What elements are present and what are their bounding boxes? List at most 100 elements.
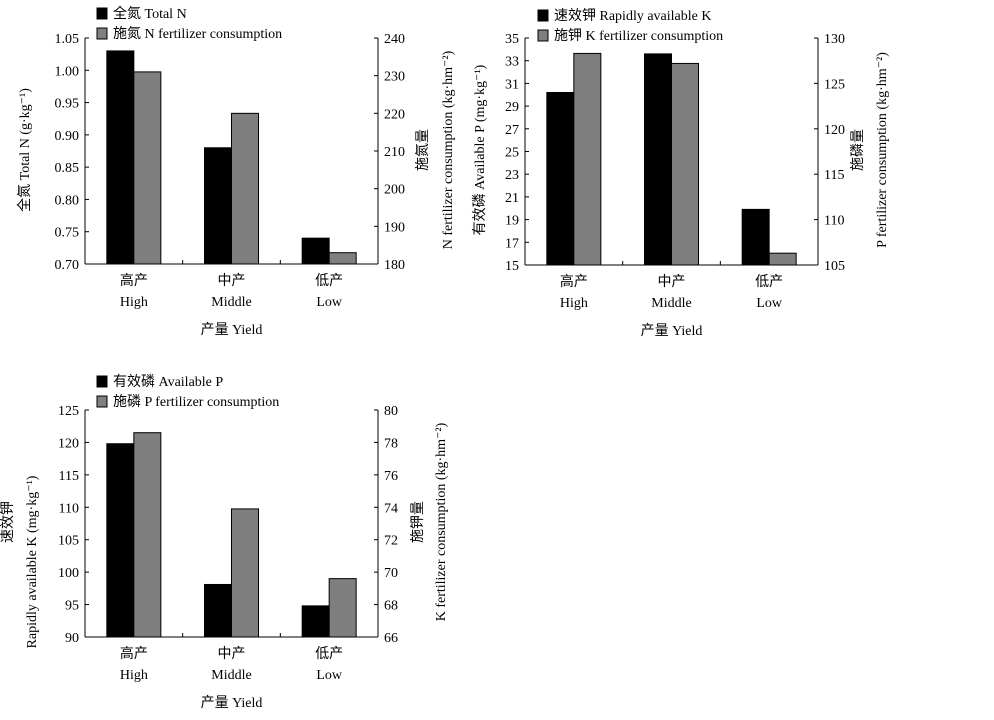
category-label-en: High — [120, 668, 148, 683]
left-axis-label: 全氮 Total N (g·kg⁻¹) — [16, 88, 33, 212]
left-tick-label: 1.05 — [55, 32, 80, 47]
left-tick-label: 23 — [505, 168, 519, 183]
left-tick-label: 125 — [58, 404, 79, 419]
right-tick-label: 120 — [824, 123, 845, 138]
right-axis-label: P fertilizer consumption (kg·hm⁻²) — [875, 52, 890, 248]
category-label-cn: 高产 — [560, 273, 588, 290]
left-tick-label: 0.75 — [55, 226, 80, 241]
right-tick-label: 130 — [824, 32, 845, 47]
left-axis-label: 速效钾 — [0, 501, 16, 543]
category-label-en: Low — [316, 295, 343, 310]
legend-label: 施氮 N fertilizer consumption — [113, 26, 282, 42]
bar-施氮 — [133, 71, 162, 265]
right-tick-label: 72 — [384, 534, 398, 549]
right-tick-label: 80 — [384, 404, 398, 419]
left-tick-label: 105 — [58, 534, 79, 549]
left-tick-label: 0.90 — [55, 129, 80, 144]
right-tick-label: 68 — [384, 599, 398, 614]
left-tick-label: 100 — [58, 566, 79, 581]
category-label-en: Low — [756, 296, 783, 311]
right-tick-label: 200 — [384, 183, 405, 198]
bar-速效钾 — [644, 53, 672, 266]
left-tick-label: 29 — [505, 100, 519, 115]
bar-有效磷 — [106, 443, 135, 638]
left-tick-label: 0.80 — [55, 193, 80, 208]
legend-swatch — [96, 7, 108, 20]
right-tick-label: 220 — [384, 107, 405, 122]
right-tick-label: 115 — [824, 168, 844, 183]
right-tick-label: 76 — [384, 469, 398, 484]
bar-施磷 — [231, 508, 259, 638]
right-axis-label: 施氮量 — [415, 129, 431, 171]
category-label-cn: 高产 — [120, 272, 148, 289]
category-label-en: Middle — [211, 668, 251, 683]
category-label-cn: 中产 — [658, 274, 686, 290]
legend-label: 施钾 K fertilizer consumption — [554, 28, 723, 44]
right-tick-label: 105 — [824, 259, 845, 274]
category-label-cn: 低产 — [315, 273, 343, 289]
left-axis-label: Rapidly available K (mg·kg⁻¹) — [25, 475, 40, 648]
left-tick-label: 21 — [505, 191, 519, 206]
left-tick-label: 0.70 — [55, 258, 80, 273]
bar-全氮 — [301, 237, 330, 265]
left-tick-label: 31 — [505, 77, 519, 92]
left-tick-label: 95 — [65, 599, 79, 614]
left-tick-label: 120 — [58, 436, 79, 451]
bar-施磷 — [328, 578, 357, 638]
left-tick-label: 1.00 — [55, 64, 80, 79]
left-tick-label: 25 — [505, 146, 519, 161]
x-axis-label: 产量 Yield — [201, 695, 263, 711]
left-tick-label: 35 — [505, 32, 519, 47]
right-tick-label: 125 — [824, 77, 845, 92]
category-label-cn: 中产 — [218, 273, 246, 289]
x-axis-label: 产量 Yield — [201, 322, 263, 338]
right-tick-label: 180 — [384, 258, 405, 273]
legend-swatch — [537, 29, 549, 42]
left-tick-label: 110 — [59, 501, 79, 516]
left-tick-label: 90 — [65, 631, 79, 646]
left-tick-label: 0.85 — [55, 161, 80, 176]
bar-有效磷 — [301, 605, 330, 638]
category-label-cn: 中产 — [218, 646, 246, 662]
right-tick-label: 70 — [384, 566, 398, 581]
legend-swatch — [537, 9, 549, 22]
bar-速效钾 — [546, 91, 575, 266]
right-tick-label: 190 — [384, 220, 405, 235]
legend-label: 全氮 Total N — [113, 5, 187, 22]
bar-全氮 — [106, 50, 135, 265]
left-tick-label: 0.95 — [55, 97, 80, 112]
left-tick-label: 27 — [505, 123, 519, 138]
legend-label: 速效钾 Rapidly available K — [554, 8, 711, 24]
chart-3: 有效磷 Available P 施磷 P fertilizer consumpti… — [0, 374, 449, 711]
legend-swatch — [96, 375, 108, 388]
right-tick-label: 66 — [384, 631, 398, 646]
legend-swatch — [96, 27, 108, 40]
legend-swatch — [96, 395, 108, 408]
bar-施磷 — [133, 432, 162, 638]
right-axis-label: 施钾量 — [410, 501, 426, 543]
bar-全氮 — [204, 147, 232, 265]
left-tick-label: 33 — [505, 55, 519, 70]
right-tick-label: 78 — [384, 436, 398, 451]
bar-施钾 — [768, 252, 797, 266]
category-label-en: Middle — [211, 295, 251, 310]
category-label-en: Middle — [651, 296, 691, 311]
category-label-en: Low — [316, 668, 343, 683]
left-axis-label: 有效磷 Available P (mg·kg⁻¹) — [472, 64, 488, 235]
bar-施钾 — [573, 52, 602, 266]
right-tick-label: 210 — [384, 145, 405, 160]
left-tick-label: 19 — [505, 214, 519, 229]
bar-施氮 — [231, 112, 259, 265]
right-tick-label: 230 — [384, 70, 405, 85]
chart-1: 全氮 Total N 施氮 N fertilizer consumption 高产 H… — [16, 5, 456, 338]
right-axis-label: 施磷量 — [850, 129, 866, 171]
category-label-cn: 高产 — [120, 645, 148, 662]
right-axis-label: K fertilizer consumption (kg·hm⁻²) — [434, 422, 449, 621]
category-label-cn: 低产 — [755, 274, 783, 290]
right-tick-label: 240 — [384, 32, 405, 47]
category-label-cn: 低产 — [315, 646, 343, 662]
bar-速效钾 — [741, 208, 770, 266]
x-axis-label: 产量 Yield — [641, 323, 703, 339]
left-tick-label: 115 — [59, 469, 79, 484]
